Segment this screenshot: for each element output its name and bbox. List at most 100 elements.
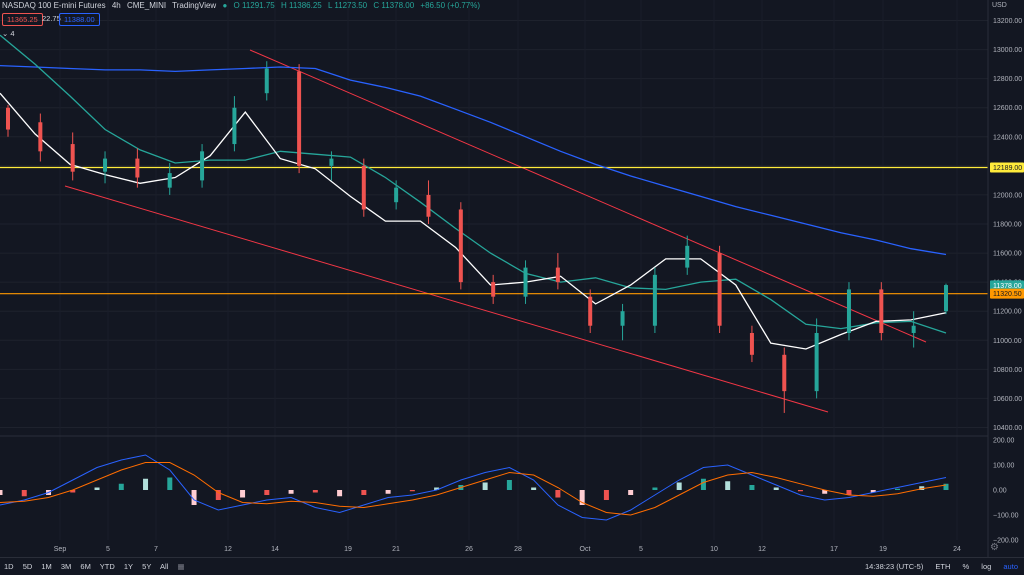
macd-histogram-bar xyxy=(846,490,852,495)
candle-body xyxy=(846,289,851,333)
symbol-title[interactable]: NASDAQ 100 E-mini Futures xyxy=(2,1,106,10)
price-tick: 10600.00 xyxy=(993,396,1022,403)
price-tick: 12600.00 xyxy=(993,105,1022,112)
time-tick: 14 xyxy=(271,546,279,553)
time-tick: Oct xyxy=(580,546,591,553)
macd-tick: −200.00 xyxy=(993,538,1019,545)
macd-histogram-bar xyxy=(312,490,318,493)
time-tick: 28 xyxy=(514,546,522,553)
macd-histogram-bar xyxy=(21,490,27,497)
macd-histogram-bar xyxy=(337,490,343,497)
sell-price-button[interactable]: 11365.25 xyxy=(2,13,43,26)
candlesticks xyxy=(6,61,948,413)
macd-pane xyxy=(0,454,949,521)
last-price-tag-bg xyxy=(990,280,1024,291)
indicator-count: 4 xyxy=(10,29,15,38)
interval-label[interactable]: 4h xyxy=(111,1,121,10)
calendar-range-icon[interactable]: ▦ xyxy=(177,562,185,571)
timeframe-6m[interactable]: 6M xyxy=(80,562,91,571)
macd-histogram-bar xyxy=(264,490,270,495)
macd-histogram-bar xyxy=(409,490,415,492)
status-dot-icon: ● xyxy=(222,1,228,10)
price-tick: 13000.00 xyxy=(993,47,1022,54)
price-tick: 11200.00 xyxy=(993,309,1022,316)
candle-body xyxy=(814,333,819,392)
moving-averages xyxy=(0,34,947,350)
time-axis: Sep 5 7 12 14 19 21 26 28 Oct 5 10 12 17 19 24 xyxy=(54,546,961,553)
macd-histogram-bar xyxy=(749,485,755,490)
candle-body xyxy=(588,296,593,326)
macd-histogram-bar xyxy=(773,487,779,490)
candle-body xyxy=(652,274,657,326)
chart-grid xyxy=(0,20,988,428)
price-tick: 10800.00 xyxy=(993,367,1022,374)
candle-body xyxy=(135,158,140,178)
macd-histogram-bar xyxy=(676,482,682,490)
macd-histogram-bar xyxy=(215,490,221,500)
spread-value: 22.75 xyxy=(42,14,61,23)
time-tick: 7 xyxy=(154,546,158,553)
price-tick: 12000.00 xyxy=(993,192,1022,199)
price-tick: 13200.00 xyxy=(993,18,1022,25)
macd-tick: −100.00 xyxy=(993,513,1019,520)
macd-histogram-bar xyxy=(506,480,512,490)
macd-histogram-bar xyxy=(0,490,3,495)
macd-histogram-bar xyxy=(603,490,609,500)
timeframe-1y[interactable]: 1Y xyxy=(123,562,134,571)
candle-body xyxy=(426,194,431,217)
clock[interactable]: 14:38:23 (UTC-5) xyxy=(864,562,924,571)
time-tick: Sep xyxy=(54,546,67,553)
macd-histogram-bar xyxy=(288,490,294,494)
indicators-toggle[interactable]: ⌄ 4 xyxy=(2,29,15,38)
macd-histogram-bar xyxy=(143,478,149,490)
macd-histogram-bar xyxy=(628,490,634,495)
time-tick: 12 xyxy=(758,546,766,553)
level-11320-tag: 11320.50 xyxy=(993,291,1022,298)
time-tick: 19 xyxy=(344,546,352,553)
timeframe-5y[interactable]: 5Y xyxy=(142,562,152,571)
macd-axis: 200.00 100.00 0.00 −100.00 −200.00 xyxy=(993,438,1019,545)
timeframe-selector: 1D 5D 1M 3M 6M YTD 1Y 5Y All ▦ xyxy=(4,562,192,571)
chart-legend: NASDAQ 100 E-mini Futures 4h CME_MINI Tr… xyxy=(2,1,484,10)
candle-body xyxy=(685,245,690,268)
candle-body xyxy=(491,282,496,297)
macd-tick: 0.00 xyxy=(993,488,1007,495)
price-tick: 11000.00 xyxy=(993,338,1022,345)
candle-body xyxy=(749,333,754,355)
candle-body xyxy=(167,173,172,188)
macd-histogram-bar xyxy=(652,487,658,490)
price-tick: 12800.00 xyxy=(993,76,1022,83)
auto-toggle[interactable]: auto xyxy=(1003,562,1018,571)
change-value: +86.50 (+0.77%) xyxy=(420,1,480,10)
timeframe-1d[interactable]: 1D xyxy=(4,562,14,571)
time-tick: 5 xyxy=(106,546,110,553)
timeframe-3m[interactable]: 3M xyxy=(60,562,72,571)
candle-body xyxy=(717,253,722,326)
price-tick: 11600.00 xyxy=(993,251,1022,258)
buy-price-button[interactable]: 11388.00 xyxy=(59,13,100,26)
macd-histogram-bar xyxy=(870,490,876,493)
level-11320-tag-bg xyxy=(990,288,1024,299)
candle-body xyxy=(200,151,205,181)
macd-histogram-bar xyxy=(361,490,367,495)
log-toggle[interactable]: log xyxy=(981,562,992,571)
time-tick: 24 xyxy=(953,546,961,553)
timeframe-ytd[interactable]: YTD xyxy=(99,562,115,571)
candle-body xyxy=(264,68,269,94)
gear-icon[interactable]: ⚙ xyxy=(990,542,999,553)
timeframe-1m[interactable]: 1M xyxy=(41,562,52,571)
candle-body xyxy=(944,285,948,312)
macd-histogram-bar xyxy=(482,482,488,490)
time-tick: 19 xyxy=(879,546,887,553)
price-chart[interactable]: USD 13200.00 13000.00 12800.00 12600.00 12400… xyxy=(0,0,1024,557)
macd-tick: 100.00 xyxy=(993,463,1015,470)
session-toggle[interactable]: ETH xyxy=(935,562,951,571)
timeframe-5d[interactable]: 5D xyxy=(22,562,33,571)
candle-body xyxy=(6,107,10,130)
chevron-down-icon: ⌄ xyxy=(2,29,9,38)
time-tick: 10 xyxy=(710,546,718,553)
channel-lower-line xyxy=(64,185,829,413)
timeframe-all[interactable]: All xyxy=(160,562,169,571)
percent-toggle[interactable]: % xyxy=(962,562,970,571)
